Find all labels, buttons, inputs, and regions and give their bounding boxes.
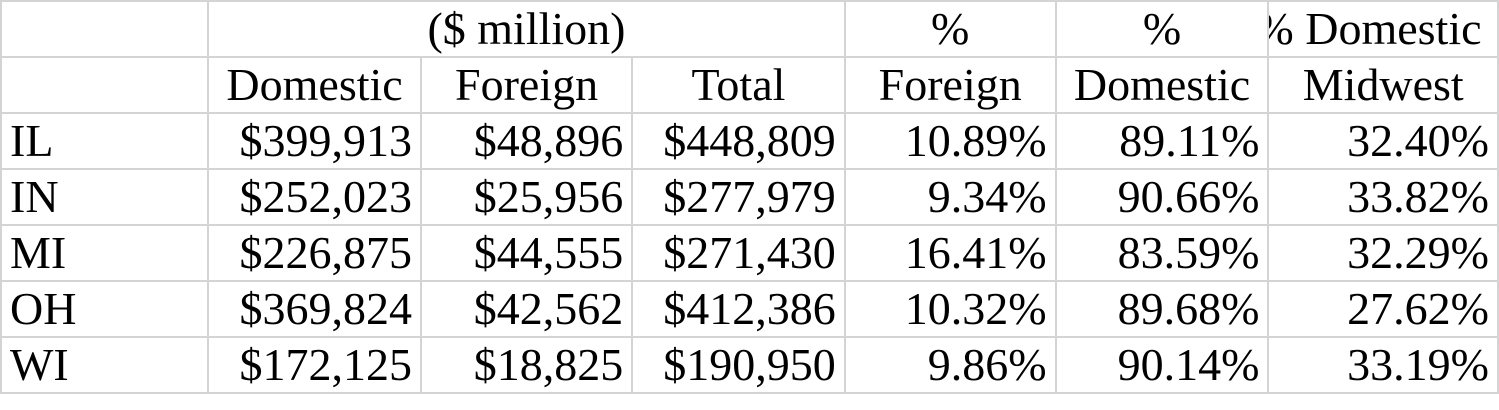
pct-midwest-cell[interactable]: 32.29%: [1267, 224, 1499, 282]
domestic-cell[interactable]: $226,875: [207, 224, 422, 282]
foreign-cell[interactable]: $42,562: [419, 280, 634, 338]
total-cell[interactable]: $412,386: [631, 280, 846, 338]
header-row-units: ($ million) % % % Domestic: [0, 0, 1499, 58]
pct-domestic-cell[interactable]: 89.11%: [1054, 112, 1270, 170]
state-cell[interactable]: OH: [0, 280, 210, 338]
empty-cell[interactable]: [0, 56, 210, 114]
total-cell[interactable]: $277,979: [631, 168, 846, 226]
header-pct-domestic[interactable]: Domestic: [1054, 56, 1270, 114]
header-pct-foreign[interactable]: Foreign: [843, 56, 1057, 114]
table-row: WI $172,125 $18,825 $190,950 9.86% 90.14…: [0, 336, 1499, 394]
total-cell[interactable]: $448,809: [631, 112, 846, 170]
pct-foreign-cell[interactable]: 10.32%: [843, 280, 1057, 338]
domestic-cell[interactable]: $172,125: [207, 336, 422, 394]
header-row-columns: Domestic Foreign Total Foreign Domestic …: [0, 56, 1499, 114]
domestic-cell[interactable]: $252,023: [207, 168, 422, 226]
foreign-cell[interactable]: $18,825: [419, 336, 634, 394]
table-row: IL $399,913 $48,896 $448,809 10.89% 89.1…: [0, 112, 1499, 170]
domestic-cell[interactable]: $399,913: [207, 112, 422, 170]
data-table: ($ million) % % % Domestic Domestic Fore…: [0, 0, 1499, 394]
header-domestic[interactable]: Domestic: [207, 56, 422, 114]
table-row: OH $369,824 $42,562 $412,386 10.32% 89.6…: [0, 280, 1499, 338]
header-pct-domestic-midwest-top[interactable]: % Domestic: [1267, 0, 1499, 58]
foreign-cell[interactable]: $25,956: [419, 168, 634, 226]
pct-midwest-cell[interactable]: 33.19%: [1267, 336, 1499, 394]
header-pct-foreign-top[interactable]: %: [843, 0, 1057, 58]
state-cell[interactable]: MI: [0, 224, 210, 282]
header-total[interactable]: Total: [631, 56, 846, 114]
foreign-cell[interactable]: $48,896: [419, 112, 634, 170]
empty-cell[interactable]: [0, 0, 210, 58]
header-pct-domestic-top[interactable]: %: [1054, 0, 1270, 58]
total-cell[interactable]: $190,950: [631, 336, 846, 394]
header-units[interactable]: ($ million): [207, 0, 846, 58]
pct-foreign-cell[interactable]: 9.86%: [843, 336, 1057, 394]
domestic-cell[interactable]: $369,824: [207, 280, 422, 338]
foreign-cell[interactable]: $44,555: [419, 224, 634, 282]
pct-midwest-cell[interactable]: 27.62%: [1267, 280, 1499, 338]
header-foreign[interactable]: Foreign: [419, 56, 634, 114]
pct-foreign-cell[interactable]: 16.41%: [843, 224, 1057, 282]
table-row: MI $226,875 $44,555 $271,430 16.41% 83.5…: [0, 224, 1499, 282]
pct-domestic-cell[interactable]: 90.14%: [1054, 336, 1270, 394]
state-cell[interactable]: IN: [0, 168, 210, 226]
pct-foreign-cell[interactable]: 9.34%: [843, 168, 1057, 226]
table-row: IN $252,023 $25,956 $277,979 9.34% 90.66…: [0, 168, 1499, 226]
total-cell[interactable]: $271,430: [631, 224, 846, 282]
state-cell[interactable]: WI: [0, 336, 210, 394]
pct-midwest-cell[interactable]: 33.82%: [1267, 168, 1499, 226]
pct-domestic-cell[interactable]: 83.59%: [1054, 224, 1270, 282]
state-cell[interactable]: IL: [0, 112, 210, 170]
pct-domestic-cell[interactable]: 89.68%: [1054, 280, 1270, 338]
header-midwest[interactable]: Midwest: [1267, 56, 1499, 114]
pct-midwest-cell[interactable]: 32.40%: [1267, 112, 1499, 170]
pct-foreign-cell[interactable]: 10.89%: [843, 112, 1057, 170]
pct-domestic-cell[interactable]: 90.66%: [1054, 168, 1270, 226]
header-pct-domestic-midwest-text: % Domestic: [1268, 3, 1482, 54]
